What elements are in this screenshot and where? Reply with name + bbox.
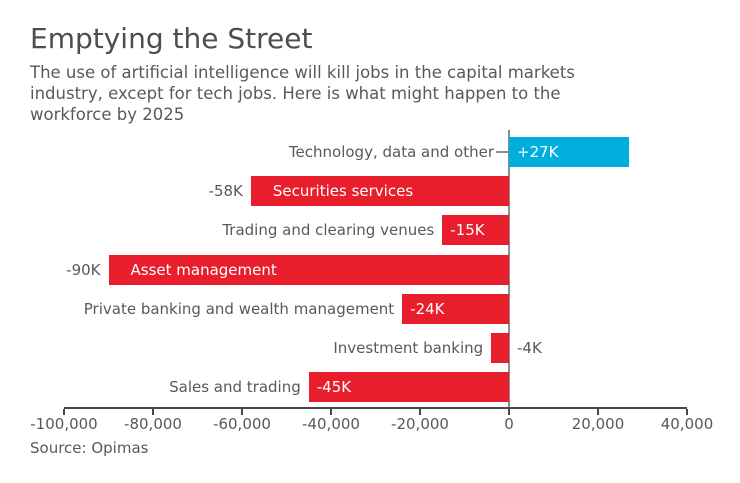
bar-value-label: +27K (517, 142, 559, 161)
bar-category-label: Trading and clearing venues (222, 221, 435, 240)
x-tick-label: -100,000 (30, 415, 98, 433)
bar-value-label: -90K (66, 260, 101, 279)
subtitle-line-2: industry, except for tech jobs. Here is … (30, 84, 561, 103)
bar-negative (402, 293, 509, 324)
x-tick-label: -40,000 (302, 415, 360, 433)
bar-category-label: Private banking and wealth management (83, 299, 395, 318)
bar-value-label: -24K (410, 299, 445, 318)
bar-category-label: Sales and trading (169, 378, 301, 397)
zero-baseline (508, 130, 510, 407)
bar-negative (308, 372, 509, 403)
subtitle-line-3: workforce by 2025 (30, 105, 185, 124)
bar-negative (491, 333, 509, 364)
x-tick-label: -20,000 (391, 415, 449, 433)
bar-value-label: -4K (517, 339, 542, 358)
bar-category-label: Technology, data and other (288, 142, 494, 161)
x-tick-mark (330, 409, 332, 415)
chart-title: Emptying the Street (30, 22, 313, 55)
x-tick-mark (419, 409, 421, 415)
source-note: Source: Opimas (30, 439, 149, 457)
chart-subtitle: The use of artificial intelligence will … (30, 62, 575, 125)
x-tick-mark (152, 409, 154, 415)
x-tick-mark (597, 409, 599, 415)
x-tick-mark (508, 409, 510, 415)
bar-category-label: Investment banking (333, 339, 484, 358)
x-tick-label: -60,000 (213, 415, 271, 433)
x-tick-mark (63, 409, 65, 415)
bar-value-label: -45K (316, 378, 352, 397)
subtitle-line-1: The use of artificial intelligence will … (30, 63, 575, 82)
bar-negative (108, 254, 509, 285)
plot-area: Technology, data and other +27K Securities… (64, 130, 687, 407)
bar-value-label: -58K (208, 181, 243, 200)
x-tick-label: -80,000 (124, 415, 182, 433)
bar-negative (442, 215, 509, 246)
bar-value-label: -15K (450, 221, 485, 240)
x-tick-mark (241, 409, 243, 415)
x-tick-label: 20,000 (571, 415, 625, 433)
bar-negative (250, 175, 509, 206)
x-axis-line (64, 407, 687, 409)
leader-line (496, 150, 508, 153)
bar-category-label: Asset management (130, 260, 277, 279)
bar-category-label: Securities services (272, 181, 414, 200)
x-tick-mark (686, 409, 688, 415)
bar-positive (509, 136, 630, 167)
x-tick-label: 0 (504, 415, 514, 433)
x-tick-label: 40,000 (660, 415, 714, 433)
